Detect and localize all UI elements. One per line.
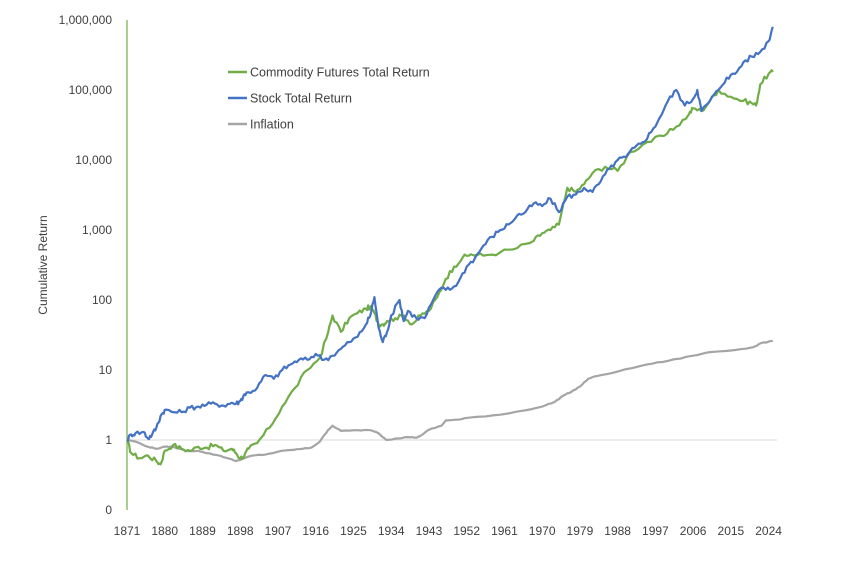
x-tick-label: 1871 <box>114 524 141 538</box>
x-tick-label: 2024 <box>755 524 782 538</box>
inflation-line <box>126 339 773 463</box>
x-tick-label: 1925 <box>340 524 367 538</box>
y-tick-label: 0 <box>105 503 112 517</box>
legend-commodity-label: Commodity Futures Total Return <box>250 66 430 80</box>
x-tick-label: 1970 <box>529 524 556 538</box>
x-tick-label: 1916 <box>302 524 329 538</box>
legend: Commodity Futures Total Return Stock Tota… <box>228 66 430 132</box>
x-tick-label: 1934 <box>378 524 405 538</box>
commodity-futures-line <box>126 69 774 466</box>
stock-total-return-line <box>126 26 774 442</box>
x-tick-label: 1898 <box>227 524 254 538</box>
y-tick-label: 100,000 <box>69 83 113 97</box>
x-tick-label: 1943 <box>416 524 443 538</box>
y-tick-label: 1,000,000 <box>59 13 113 27</box>
x-tick-label: 1988 <box>604 524 631 538</box>
y-tick-label: 1 <box>105 433 112 447</box>
y-tick-label: 100 <box>92 293 112 307</box>
x-tick-label: 1997 <box>642 524 669 538</box>
legend-inflation-label: Inflation <box>250 118 294 132</box>
x-tick-label: 1961 <box>491 524 518 538</box>
series-layer <box>126 26 774 466</box>
x-tick-label: 1952 <box>453 524 480 538</box>
x-tick-label: 1907 <box>265 524 292 538</box>
y-tick-label: 1,000 <box>82 223 112 237</box>
x-tick-label: 2006 <box>680 524 707 538</box>
x-tick-label: 1880 <box>151 524 178 538</box>
y-tick-label: 10,000 <box>75 153 112 167</box>
x-tick-label: 1979 <box>567 524 594 538</box>
y-axis-title: Cumulative Return <box>36 215 50 314</box>
y-axis-tick-labels: 0 1 10 100 1,000 10,000 100,000 1,000,000 <box>59 13 113 517</box>
legend-stock-label: Stock Total Return <box>250 92 352 106</box>
x-tick-label: 1889 <box>189 524 216 538</box>
y-tick-label: 10 <box>99 363 113 377</box>
x-tick-label: 2015 <box>718 524 745 538</box>
x-axis-tick-labels: 1871 1880 1889 1898 1907 1916 1925 1934 1943 1952… <box>114 524 783 538</box>
